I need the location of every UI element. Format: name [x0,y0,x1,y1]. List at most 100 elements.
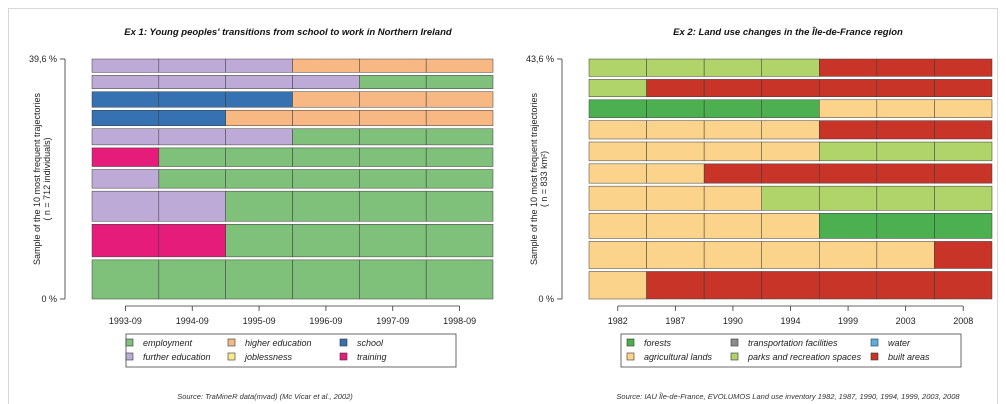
sequence-7-step-4-employment [359,190,427,222]
sequence-6-step-2-agri [703,185,762,211]
chart-title: Ex 1: Young peoples' transitions from sc… [124,27,452,38]
sequence-2-step-5-agri [876,99,935,118]
y-axis-title: Sample of the 10 most frequent trajector… [32,92,42,265]
sequence-0-step-5-higher [425,58,494,73]
sequence-9-step-2-employment [225,259,293,300]
sequence-7-step-2-employment [225,190,293,222]
sequence-0-step-2-further [225,58,293,73]
sequence-4-step-2-further [225,128,293,146]
sequence-5-step-3-employment [292,147,360,167]
sequence-3-step-0-agri [588,120,647,140]
legend-label-jobless: joblessness [244,352,293,362]
sequence-6-step-5-employment [425,169,494,189]
sequence-3-step-4-higher [359,109,427,127]
y-top-label: 43,6 % [526,54,554,64]
sequence-7-step-2-agri [703,213,762,239]
legend-label-training: training [357,352,387,362]
x-tick-label-1: 1994-09 [176,316,209,326]
sequence-3-step-1-school [158,109,226,127]
sequence-7-step-6-forests [934,213,993,239]
sequence-7-step-5-employment [425,190,494,222]
x-tick-label-3: 1996-09 [309,316,342,326]
x-tick-label-0: 1982 [608,316,628,326]
x-tick-label-4: 1997-09 [376,316,409,326]
sequence-1-step-5-built [876,79,935,98]
sequence-8-step-2-agri [703,241,762,269]
sequence-9-step-0-agri [588,271,647,300]
sequence-2-step-0-school [91,91,160,108]
legend-label-employment: employment [143,338,193,348]
sequence-6-step-4-parks [819,185,878,211]
x-tick-label-4: 1999 [838,316,858,326]
legend-label-water: water [888,338,911,348]
x-tick-label-5: 1998-09 [443,316,476,326]
sequence-5-step-5-employment [425,147,494,167]
sequence-4-step-5-employment [425,128,494,146]
legend-label-transport: transportation facilities [748,338,838,348]
sequence-8-step-3-agri [761,241,820,269]
sequence-6-step-4-employment [359,169,427,189]
sequence-4-step-1-further [158,128,226,146]
sequence-8-step-0-agri [588,241,647,269]
sequence-7-step-4-forests [819,213,878,239]
sequence-8-step-6-built [934,241,993,269]
sequence-5-step-5-built [876,163,935,184]
sequence-4-step-1-agri [646,141,705,162]
sequence-3-step-2-agri [703,120,762,140]
sequence-4-step-0-agri [588,141,647,162]
sequence-2-step-3-higher [292,91,360,108]
sequence-8-step-3-employment [292,224,360,258]
x-tick-label-0: 1993-09 [109,316,142,326]
sequence-4-step-3-agri [761,141,820,162]
sequence-1-step-1-further [158,75,226,89]
legend-box [125,333,457,368]
x-tick-label-6: 2008 [953,316,973,326]
sequence-5-step-6-built [934,163,993,184]
sequence-6-step-0-further [91,169,160,189]
sequence-9-step-3-employment [292,259,360,300]
sequence-0-step-4-built [819,58,878,77]
sequence-4-step-4-employment [359,128,427,146]
legend-swatch-built [870,352,879,361]
legend-label-agri: agricultural lands [644,352,713,362]
sequence-8-step-4-employment [359,224,427,258]
figure-frame [8,8,998,404]
sequence-6-step-5-parks [876,185,935,211]
sequence-1-step-3-further [292,75,360,89]
legend-label-further: further education [143,352,211,362]
sequence-7-step-1-agri [646,213,705,239]
sequence-2-step-2-school [225,91,293,108]
sequence-4-step-5-parks [876,141,935,162]
legend-swatch-water [870,338,879,347]
sequence-1-step-3-built [761,79,820,98]
legend-swatch-higher [227,338,236,347]
sequence-4-step-6-parks [934,141,993,162]
sequence-0-step-6-built [934,58,993,77]
sequence-0-step-0-further [91,58,160,73]
x-tick-label-1: 1987 [665,316,685,326]
sequence-7-step-1-further [158,190,226,222]
sequence-1-step-2-further [225,75,293,89]
legend-swatch-forests [626,338,635,347]
legend-swatch-school [339,338,348,347]
sequence-5-step-0-training [91,147,160,167]
sequence-2-step-0-forests [588,99,647,118]
sequence-3-step-4-built [819,120,878,140]
sequence-8-step-1-training [158,224,226,258]
sequence-9-step-1-employment [158,259,226,300]
legend-swatch-parks [730,352,739,361]
x-tick-label-2: 1990 [723,316,743,326]
sequence-3-step-3-higher [292,109,360,127]
legend-swatch-agri [626,352,635,361]
sequence-3-step-5-higher [425,109,494,127]
sequence-6-step-3-parks [761,185,820,211]
legend-label-higher: higher education [245,338,312,348]
y-axis-subtitle: ( n = 833 km²) [539,151,549,207]
sequence-0-step-1-parks [646,58,705,77]
sequence-3-step-5-built [876,120,935,140]
sequence-1-step-1-built [646,79,705,98]
sequence-3-step-1-agri [646,120,705,140]
sequence-5-step-2-built [703,163,762,184]
sequence-3-step-2-higher [225,109,293,127]
sequence-9-step-4-built [819,271,878,300]
